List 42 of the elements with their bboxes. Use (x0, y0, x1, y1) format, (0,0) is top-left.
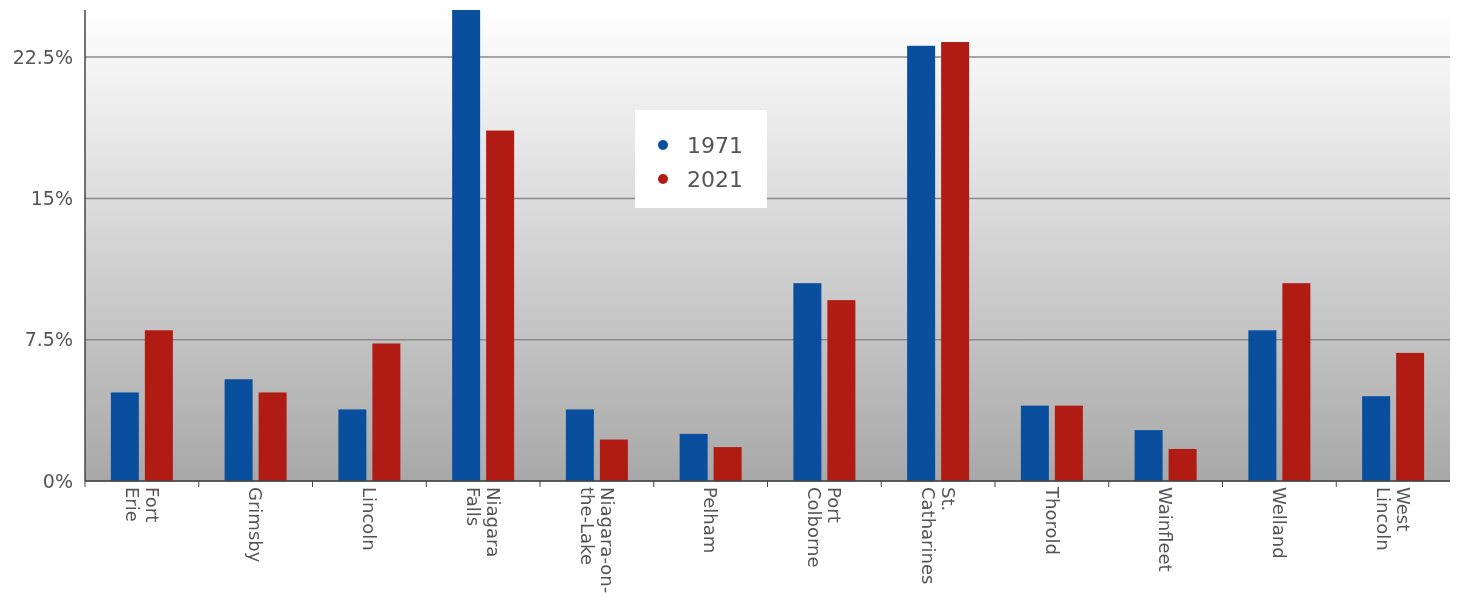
x-tick-label: Thorold (1041, 486, 1063, 555)
bar (679, 433, 708, 481)
bar (372, 343, 401, 481)
bar (1134, 430, 1163, 481)
bar (258, 392, 287, 481)
x-tick-label: Grimsby (245, 487, 267, 563)
bar (793, 283, 822, 481)
x-tick-label: St. Catharines (917, 487, 959, 585)
x-tick-label: Pelham (700, 487, 722, 554)
y-tick-label: 22.5% (12, 45, 73, 68)
y-tick-label: 0% (42, 469, 73, 492)
bar (1054, 405, 1083, 481)
legend-label: 2021 (687, 166, 743, 192)
legend-label: 1971 (687, 132, 743, 158)
bar (599, 439, 628, 481)
x-tick-label: Niagara-on-the-Lake (576, 487, 618, 594)
bar (338, 409, 367, 481)
y-tick-label: 7.5% (24, 328, 73, 351)
bar (224, 379, 253, 481)
bar (1248, 330, 1277, 481)
x-tick-label: Wainfleet (1155, 487, 1177, 572)
bar (907, 45, 936, 481)
bar (941, 42, 970, 481)
bar (144, 330, 173, 481)
x-tick-label: Niagara Falls (462, 487, 504, 558)
bar (565, 409, 594, 481)
bar (1396, 352, 1425, 481)
bar (827, 300, 856, 481)
bar (486, 130, 515, 481)
bar (1020, 405, 1049, 481)
x-tick-label: Welland (1269, 487, 1291, 559)
x-tick-label: Port Colborne (804, 487, 846, 568)
bar (452, 10, 481, 481)
x-tick-label: Fort Erie (121, 487, 163, 523)
bar (1282, 283, 1311, 481)
bar (1168, 448, 1197, 481)
y-tick-label: 15% (30, 187, 73, 210)
bar (713, 447, 742, 481)
bar (1362, 396, 1391, 481)
bar (110, 392, 139, 481)
x-tick-label: Lincoln (359, 487, 381, 551)
x-tick-label: West Lincoln (1372, 487, 1414, 551)
